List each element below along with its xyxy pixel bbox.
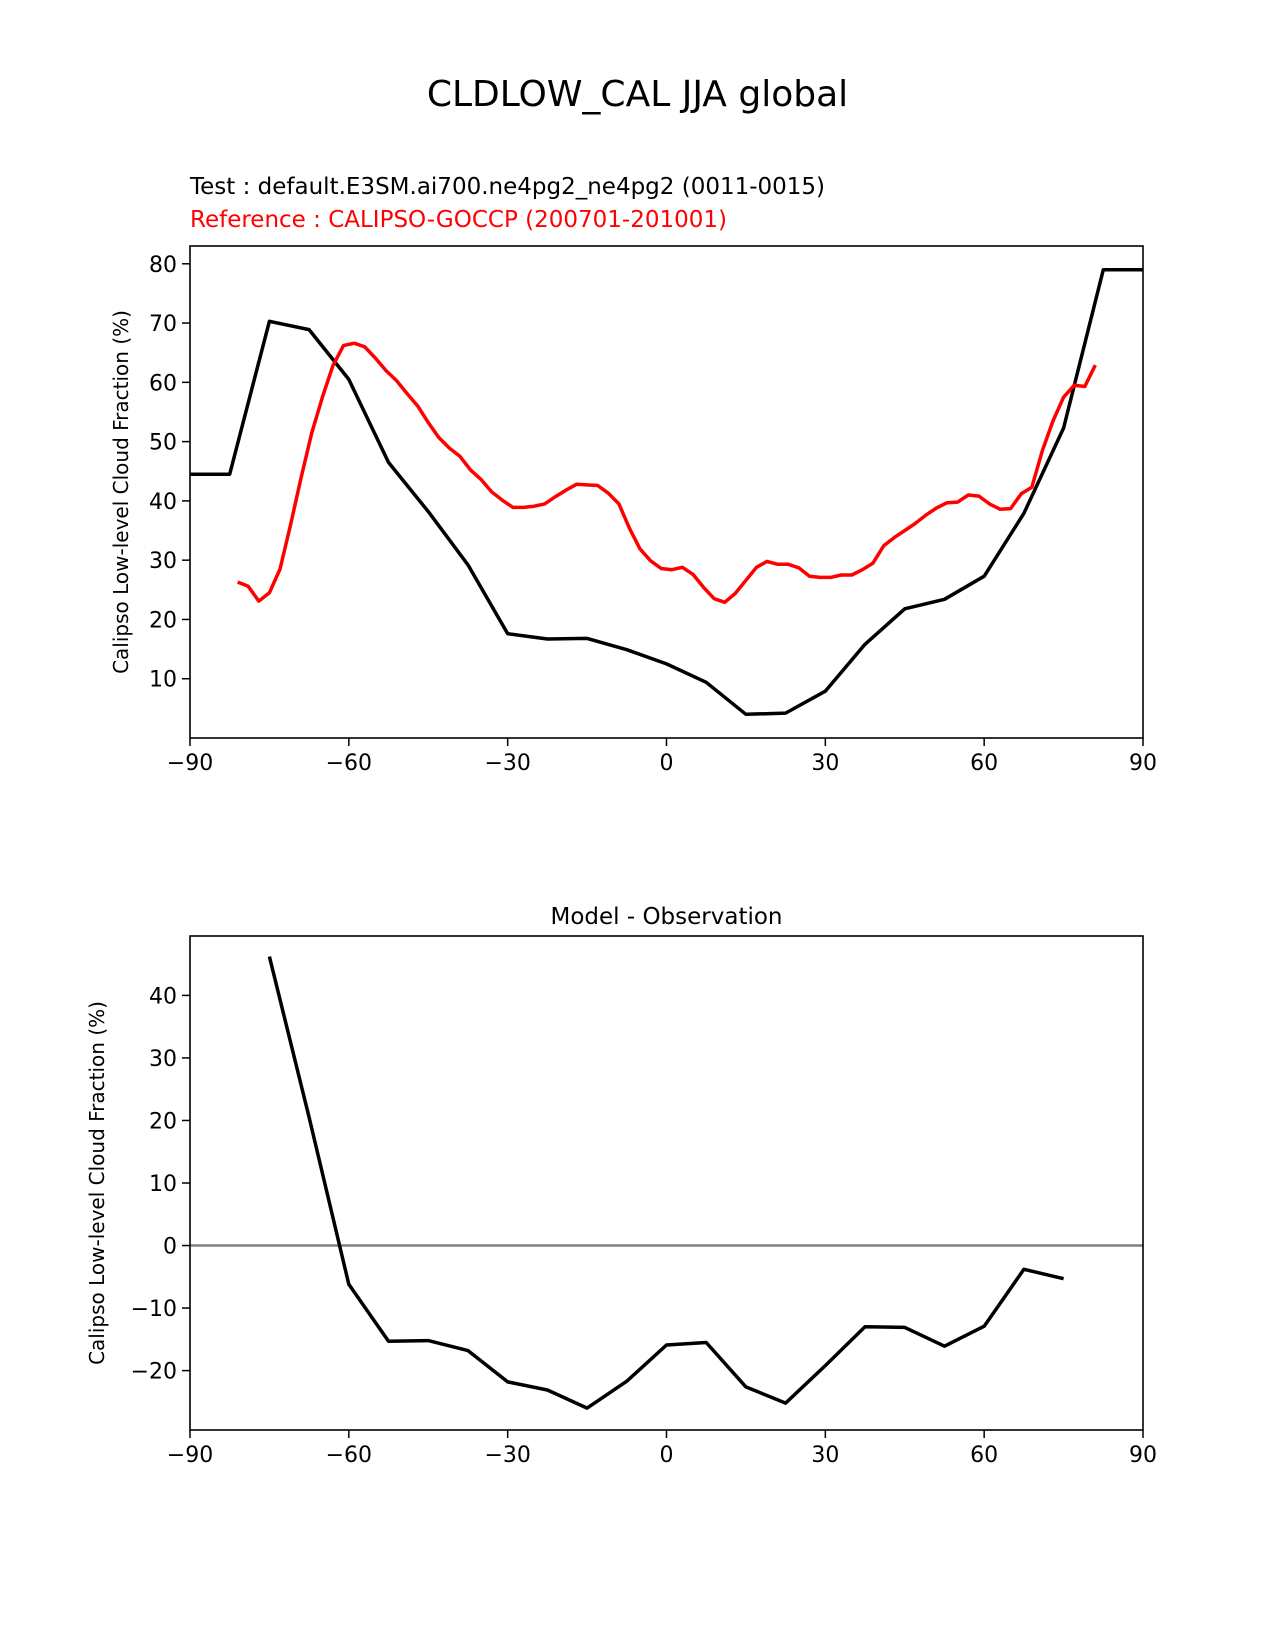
- panel1-x-tick-label: 60: [970, 751, 998, 776]
- panel1-x-tick-label: −60: [326, 751, 372, 776]
- panel2-axes-frame: [189, 935, 1144, 1431]
- panel2-y-tick-label: −10: [131, 1297, 177, 1322]
- panel2-title: Model - Observation: [550, 904, 782, 930]
- panel2-y-tick-label: 10: [149, 1172, 177, 1197]
- panel2-y-tick-label: 40: [149, 984, 177, 1009]
- panel2-x-tick-label: −60: [326, 1443, 372, 1468]
- panel1-x-tick-label: 90: [1129, 751, 1157, 776]
- reference-label: Reference : CALIPSO-GOCCP (200701-201001…: [190, 207, 728, 233]
- panel1-y-tick-label: 60: [149, 371, 177, 396]
- panel2-y-axis-label: Calipso Low-level Cloud Fraction (%): [85, 1001, 109, 1365]
- panel2-x-tick-label: −90: [167, 1443, 213, 1468]
- panel1-y-tick-label: 50: [149, 431, 177, 456]
- panel1-y-tick-label: 10: [149, 668, 177, 693]
- panel2-x-tick-label: 90: [1129, 1443, 1157, 1468]
- figure-title: CLDLOW_CAL JJA global: [426, 74, 849, 115]
- panel1-y-tick-label: 20: [149, 608, 177, 633]
- panel2-series-model-observation-line: [267, 956, 1065, 1410]
- panel1-y-axis-label: Calipso Low-level Cloud Fraction (%): [109, 310, 133, 674]
- panel2-x-tick-label: 60: [970, 1443, 998, 1468]
- panel2-y-tick-label: 30: [149, 1047, 177, 1072]
- panel2-y-tick-label: 0: [163, 1235, 177, 1260]
- panel1-x-tick-label: −30: [484, 751, 530, 776]
- panel2-x-tick-label: −30: [484, 1443, 530, 1468]
- panel1-x-tick-label: 0: [660, 751, 674, 776]
- panel2-x-tick-label: 0: [660, 1443, 674, 1468]
- test-label: Test : default.E3SM.ai700.ne4pg2_ne4pg2 …: [190, 174, 826, 200]
- panel1-y-tick-label: 80: [149, 253, 177, 278]
- panel1-y-tick-label: 30: [149, 549, 177, 574]
- panel1-y-tick-label: 40: [149, 490, 177, 515]
- panel1-x-tick-label: 30: [811, 751, 839, 776]
- panel2-x-tick-label: 30: [811, 1443, 839, 1468]
- panel2-y-tick-label: 20: [149, 1109, 177, 1134]
- panel1-x-tick-label: −90: [167, 751, 213, 776]
- panel2-y-tick-label: −20: [131, 1360, 177, 1385]
- panel1-y-tick-label: 70: [149, 312, 177, 337]
- panel1-series-test-line: [190, 267, 1143, 717]
- panel1-series-reference-line: [237, 341, 1097, 605]
